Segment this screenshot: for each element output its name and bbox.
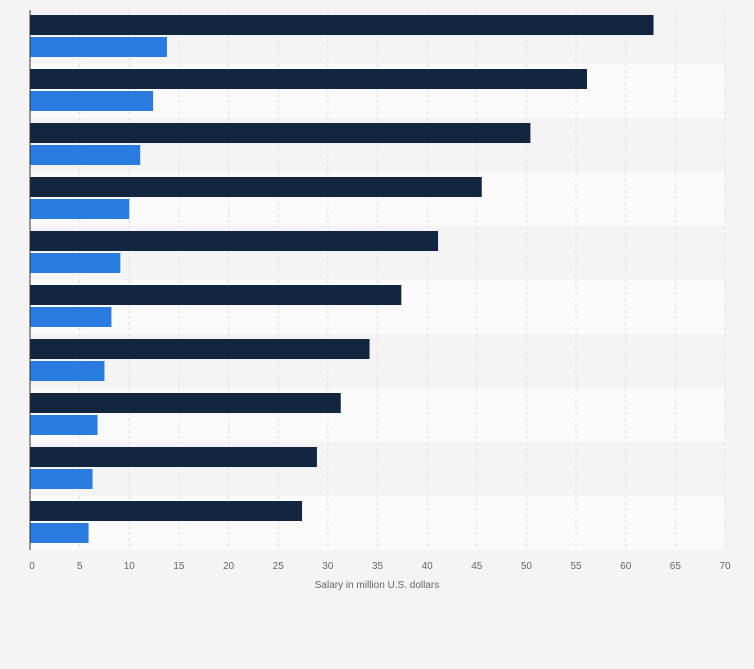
x-axis-ticks: 0 5 10 15 20 25 30 35 40 45 50 55 60 65 70: [29, 561, 731, 572]
bar-series-2: [30, 307, 112, 327]
bar-series-1: [30, 15, 654, 35]
bar-series-1: [30, 501, 303, 521]
bar-series-2: [30, 91, 154, 111]
bar-series-1: [30, 393, 341, 413]
x-tick-label: 60: [620, 561, 632, 572]
x-tick-label: 55: [571, 561, 583, 572]
x-tick-label: 15: [173, 561, 185, 572]
bar-series-2: [30, 145, 141, 165]
bar-series-2: [30, 523, 89, 543]
bar-series-1: [30, 339, 370, 359]
x-tick-label: 30: [322, 561, 334, 572]
x-tick-label: 45: [471, 561, 483, 572]
bar-series-1: [30, 69, 587, 89]
bar-series-2: [30, 469, 93, 489]
bar-series-1: [30, 285, 402, 305]
bars: [30, 15, 654, 543]
bar-series-1: [30, 123, 531, 143]
x-tick-label: 25: [273, 561, 285, 572]
x-axis-title: Salary in million U.S. dollars: [315, 580, 440, 591]
bar-series-2: [30, 415, 98, 435]
x-tick-label: 70: [719, 561, 731, 572]
bar-series-1: [30, 447, 317, 467]
bar-series-2: [30, 361, 105, 381]
x-tick-label: 20: [223, 561, 235, 572]
x-tick-label: 40: [422, 561, 434, 572]
bar-series-2: [30, 199, 130, 219]
x-tick-label: 10: [124, 561, 136, 572]
bar-series-1: [30, 177, 482, 197]
x-tick-label: 65: [670, 561, 682, 572]
x-tick-label: 35: [372, 561, 384, 572]
bar-series-1: [30, 231, 439, 251]
bar-series-2: [30, 253, 121, 273]
x-tick-label: 0: [29, 561, 35, 572]
x-tick-label: 50: [521, 561, 533, 572]
bar-series-2: [30, 37, 168, 57]
x-tick-label: 5: [77, 561, 83, 572]
